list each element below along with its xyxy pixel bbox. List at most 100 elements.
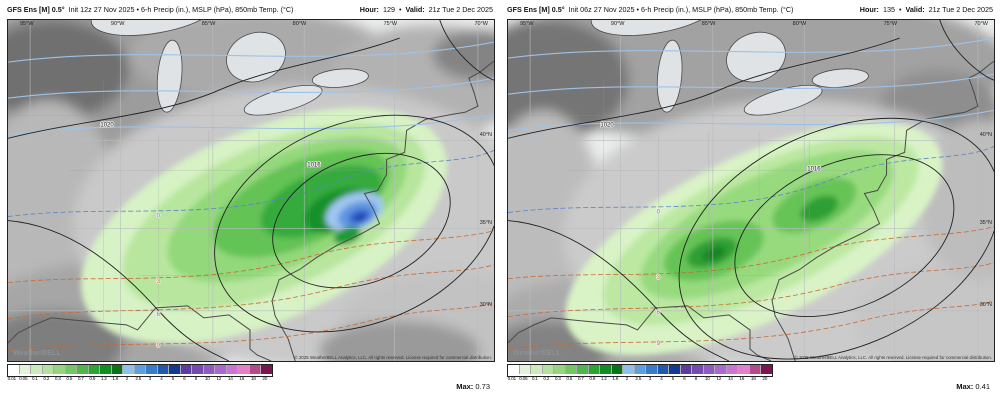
precip-colorbar bbox=[7, 364, 273, 377]
precip-colorbar-ticks: 0.01 0.05 0.1 0.2 0.3 0.5 0.7 0.9 1.2 1.6 2 2.5 3 4 5 6… bbox=[506, 377, 771, 382]
great-lakes bbox=[90, 20, 369, 116]
colorbar-tick-label: 0.1 bbox=[31, 377, 38, 382]
colorbar-tick-label: 0.01 bbox=[7, 377, 16, 382]
max-value-line: Max: 0.41 bbox=[956, 382, 990, 391]
height-contours bbox=[8, 41, 494, 135]
valid-value: 21z Tue 2 Dec 2025 bbox=[928, 5, 993, 14]
colorbar-swatch bbox=[646, 365, 658, 374]
t850-contour-label: 6 bbox=[657, 310, 661, 316]
t850-contour-label: 0 bbox=[657, 210, 661, 216]
colorbar-tick-label: 14 bbox=[227, 377, 233, 382]
colorbar-tick-label: 20 bbox=[262, 377, 268, 382]
colorbar-swatch bbox=[600, 365, 612, 374]
great-lakes bbox=[590, 20, 869, 116]
panel-header: GFS Ens [M] 0.5° Init 06z 27 Nov 2025 • … bbox=[500, 0, 1000, 19]
max-value: 0.73 bbox=[475, 382, 490, 391]
colorbar-tick-label: 20 bbox=[762, 377, 768, 382]
valid-value: 21z Tue 2 Dec 2025 bbox=[428, 5, 493, 14]
colorbar-tick-label: 1.6 bbox=[112, 377, 119, 382]
panel-right: GFS Ens [M] 0.5° Init 06z 27 Nov 2025 • … bbox=[500, 0, 1000, 401]
colorbar-swatch bbox=[88, 365, 100, 374]
colorbar-tick-label: 6 bbox=[683, 377, 686, 382]
colorbar-swatch bbox=[261, 365, 272, 374]
colorbar-swatch bbox=[554, 365, 566, 374]
max-value: 0.41 bbox=[975, 382, 990, 391]
mslp-contour-label: 1016 bbox=[807, 166, 821, 172]
separator-bullet: • bbox=[898, 5, 902, 14]
colorbar-tick-label: 18 bbox=[750, 377, 756, 382]
mslp-contours bbox=[8, 20, 494, 361]
colorbar-tick-label: 0.9 bbox=[89, 377, 96, 382]
colorbar-swatch bbox=[726, 365, 738, 374]
colorbar-tick-label: 0.2 bbox=[543, 377, 550, 382]
state-borders bbox=[508, 80, 910, 321]
t850-contour-label: 3 bbox=[657, 275, 661, 281]
colorbar-swatch bbox=[761, 365, 772, 374]
colorbar-tick-label: 0.9 bbox=[589, 377, 596, 382]
colorbar-tick-label: 5 bbox=[671, 377, 675, 382]
colorbar-swatch bbox=[715, 365, 727, 374]
colorbar-tick-label: 2.5 bbox=[135, 377, 142, 382]
valid-label: Valid: bbox=[905, 5, 925, 14]
colorbar-tick-label: 0.05 bbox=[19, 377, 28, 382]
colorbar-swatch bbox=[100, 365, 112, 374]
weather-map-svg: 1016 1020 0 3 6 9 bbox=[508, 20, 994, 361]
colorbar-swatch bbox=[111, 365, 123, 374]
colorbar-tick-label: 2 bbox=[625, 377, 629, 382]
colorbar-tick-label: 4 bbox=[160, 377, 163, 382]
hour-value: 135 bbox=[882, 5, 895, 14]
colorbar-tick-label: 0.7 bbox=[77, 377, 84, 382]
colorbar-swatch bbox=[634, 365, 646, 374]
t850-contour-label: 3 bbox=[157, 279, 161, 285]
colorbar-swatch bbox=[577, 365, 589, 374]
colorbar-tick-label: 8 bbox=[694, 377, 698, 382]
colorbar-swatch bbox=[65, 365, 77, 374]
t850-contour-label: 0 bbox=[157, 214, 161, 220]
mslp-contours bbox=[508, 20, 994, 361]
state-borders bbox=[8, 80, 410, 321]
mslp-contour-label: 1020 bbox=[600, 122, 614, 128]
panel-left: GFS Ens [M] 0.5° Init 12z 27 Nov 2025 • … bbox=[0, 0, 500, 391]
colorbar-tick-label: 0.5 bbox=[566, 377, 573, 382]
colorbar-swatch bbox=[180, 365, 192, 374]
weather-map-svg: 1016 1020 0 3 6 9 bbox=[8, 20, 494, 361]
model-subtitle: Init 12z 27 Nov 2025 • 6-h Precip (in.),… bbox=[68, 5, 294, 14]
colorbar-swatch bbox=[157, 365, 169, 374]
hour-label: Hour: bbox=[859, 5, 879, 14]
colorbar-swatch bbox=[611, 365, 623, 374]
colorbar-tick-label: 10 bbox=[204, 377, 210, 382]
colorbar-tick-label: 0.1 bbox=[531, 377, 538, 382]
colorbar-tick-label: 0.3 bbox=[54, 377, 61, 382]
max-label: Max: bbox=[956, 382, 974, 391]
colorbar-tick-label: 0.2 bbox=[43, 377, 50, 382]
colorbar-tick-label: 0.5 bbox=[66, 377, 73, 382]
graticule bbox=[8, 20, 494, 361]
colorbar-tick-label: 10 bbox=[704, 377, 710, 382]
colorbar-swatch bbox=[623, 365, 635, 374]
colorbar-tick-label: 2 bbox=[125, 377, 129, 382]
colorbar-tick-label: 4 bbox=[660, 377, 663, 382]
mslp-contour-label: 1020 bbox=[100, 122, 114, 128]
colorbar-swatch bbox=[54, 365, 66, 374]
colorbar-swatch bbox=[123, 365, 135, 374]
colorbar-swatch bbox=[8, 365, 20, 374]
panel-header: GFS Ens [M] 0.5° Init 12z 27 Nov 2025 • … bbox=[0, 0, 500, 19]
colorbar-swatch bbox=[565, 365, 577, 374]
forecast-hour-valid: Hour: 129 • Valid: 21z Tue 2 Dec 2025 bbox=[358, 5, 493, 14]
precip-colorbar-ticks: 0.01 0.05 0.1 0.2 0.3 0.5 0.7 0.9 1.2 1.6 2 2.5 3 4 5 6… bbox=[6, 377, 271, 382]
colorbar-tick-label: 18 bbox=[250, 377, 256, 382]
colorbar-swatch bbox=[192, 365, 204, 374]
model-subtitle: Init 06z 27 Nov 2025 • 6-h Precip (in.),… bbox=[568, 5, 794, 14]
colorbar-tick-label: 14 bbox=[727, 377, 733, 382]
colorbar-tick-label: 1.2 bbox=[600, 377, 607, 382]
colorbar-swatch bbox=[238, 365, 250, 374]
colorbar-tick-label: 16 bbox=[239, 377, 245, 382]
max-label: Max: bbox=[456, 382, 474, 391]
colorbar-swatch bbox=[703, 365, 715, 374]
valid-label: Valid: bbox=[405, 5, 425, 14]
colorbar-swatch bbox=[542, 365, 554, 374]
colorbar-swatch bbox=[588, 365, 600, 374]
colorbar-swatch bbox=[692, 365, 704, 374]
colorbar-swatch bbox=[531, 365, 543, 374]
